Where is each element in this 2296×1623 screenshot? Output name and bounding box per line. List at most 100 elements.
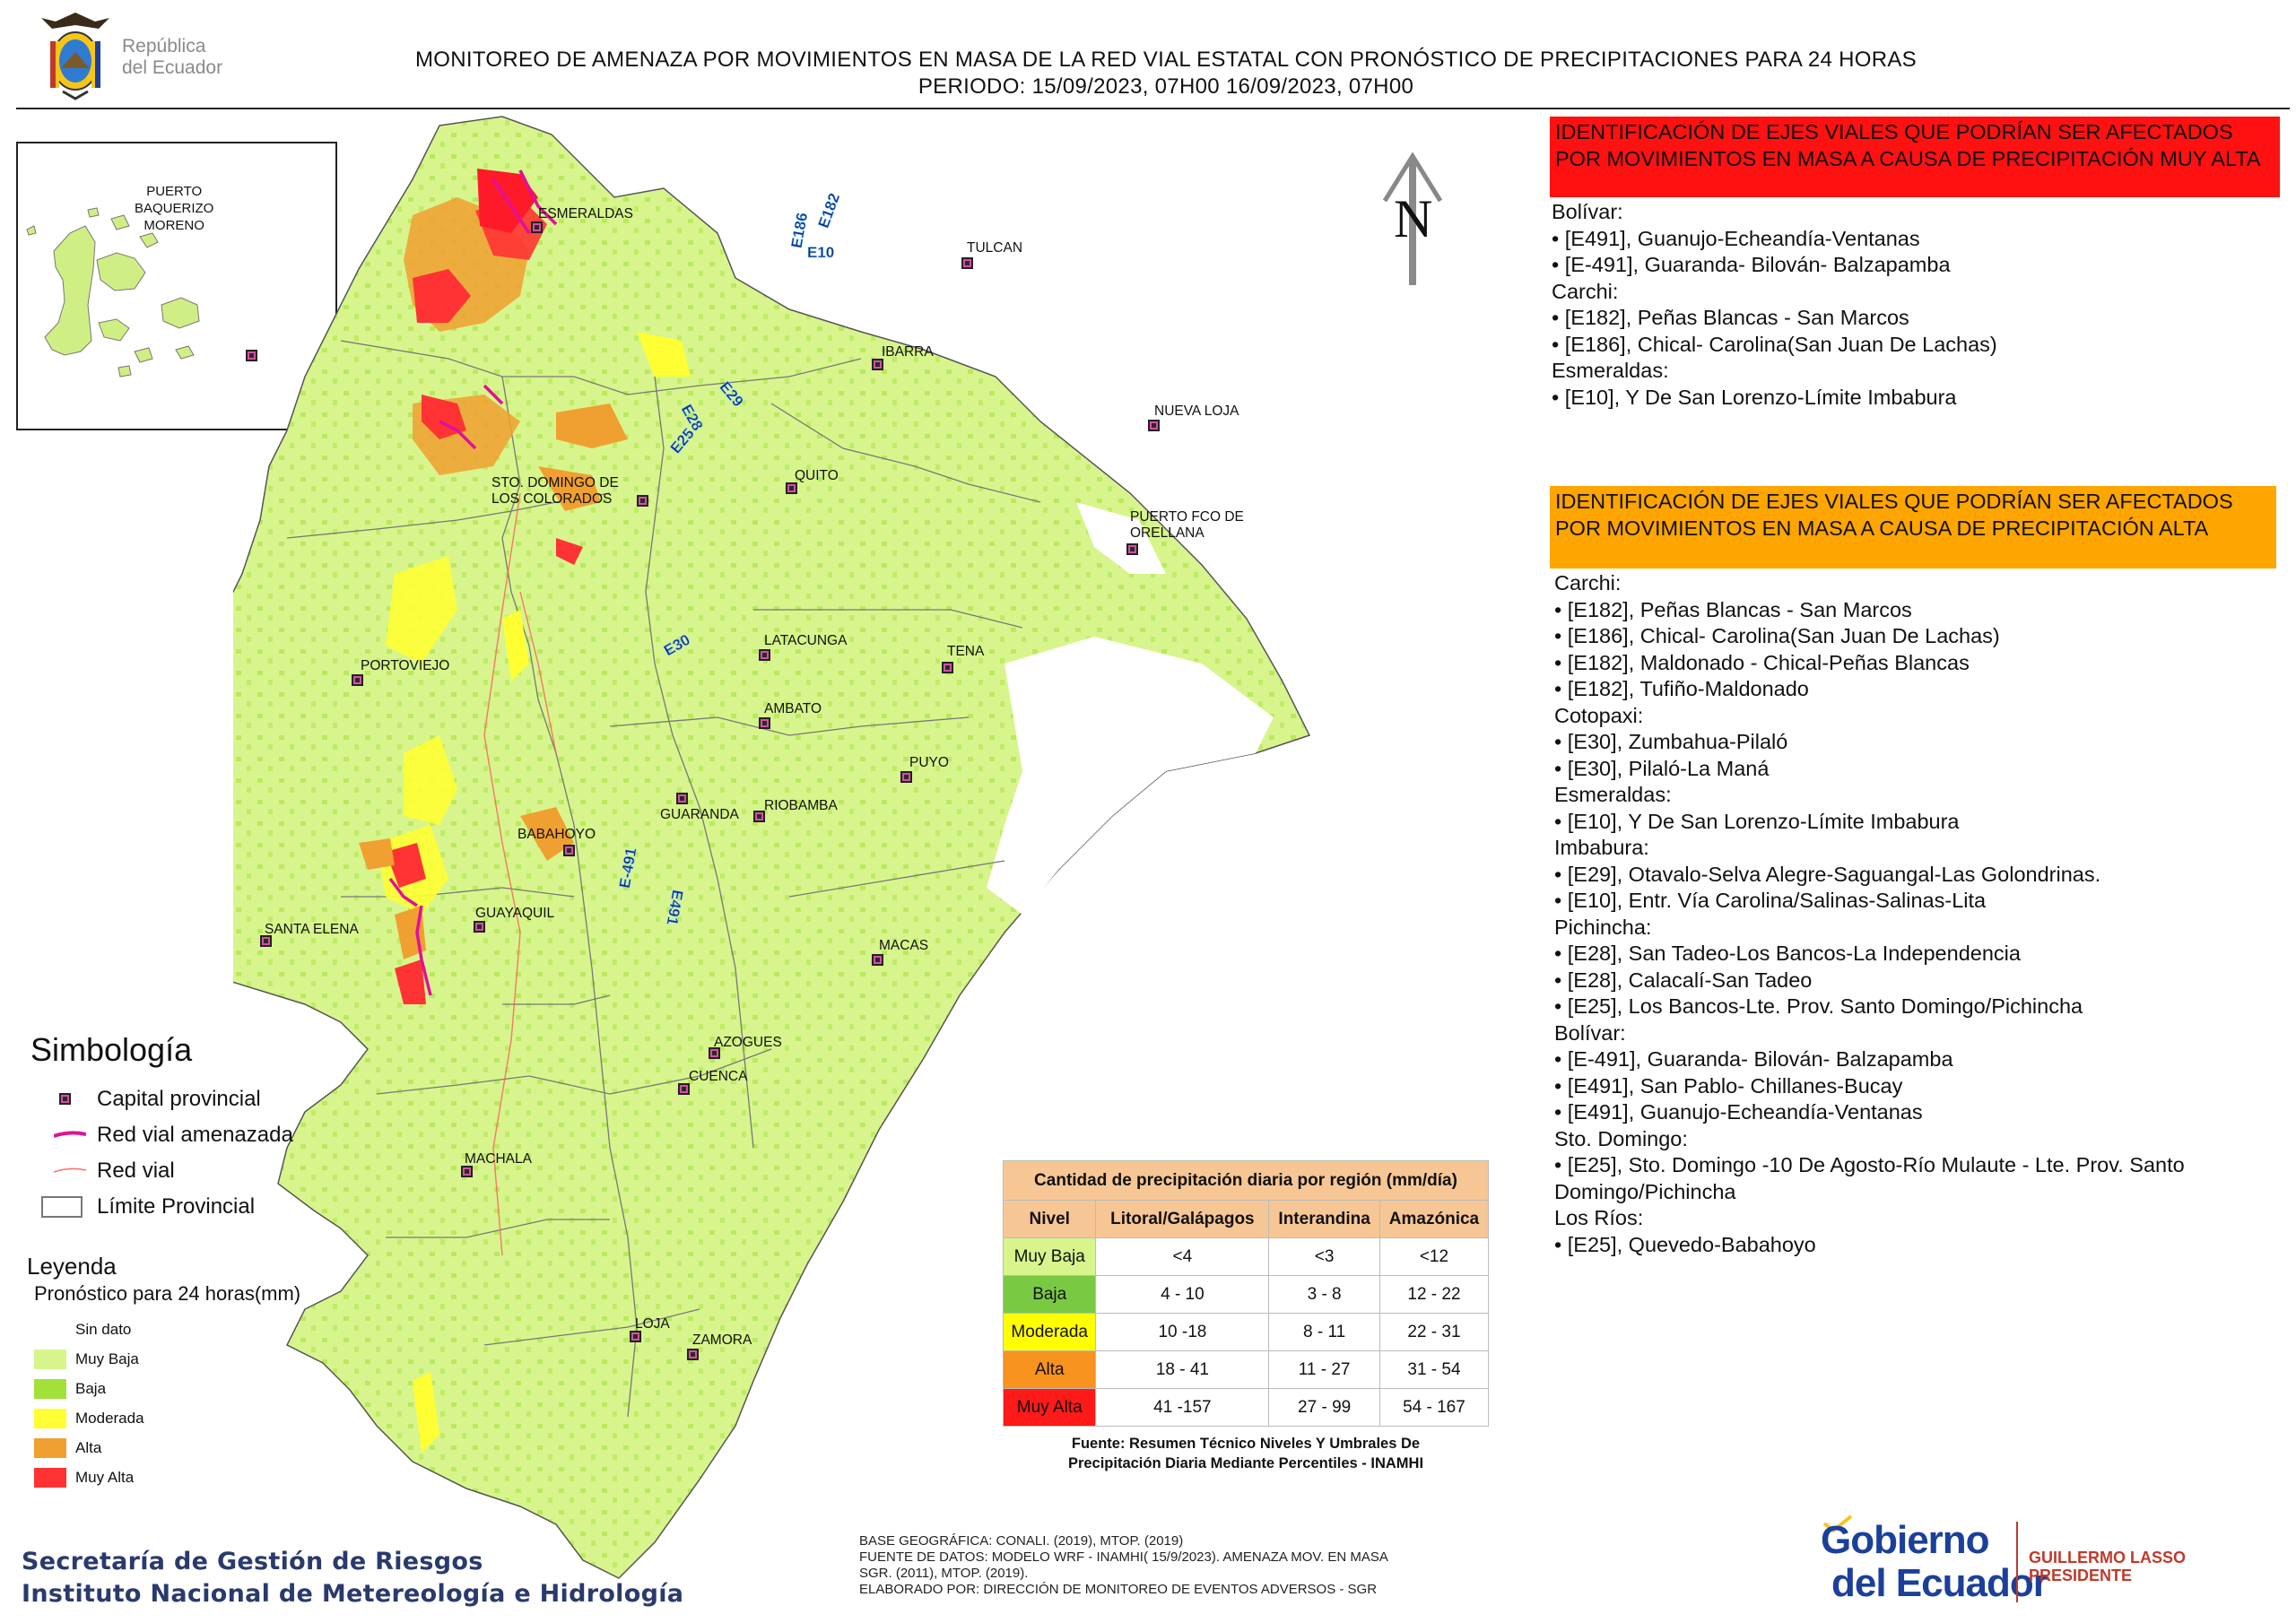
capital-marker-icon: [59, 1093, 71, 1105]
high-risk-heading: IDENTIFICACIÓN DE EJES VIALES QUE PODRÍA…: [1550, 486, 2276, 568]
capital-marker-azogues: [709, 1047, 720, 1059]
table-header: Litoral/Galápagos: [1095, 1200, 1270, 1238]
place-label-babahoyo: BABAHOYO: [517, 827, 596, 842]
capital-marker-portoviejo: [352, 674, 363, 686]
symbology-label: Red vial amenazada: [97, 1123, 293, 1147]
threatened-roads: [388, 169, 558, 996]
ecuador-main-map: E182 E186 E10 E29 E28 E25 E30 E-491 E491: [152, 108, 1525, 1614]
table-cell: 22 - 31: [1378, 1313, 1490, 1351]
table-cell: 31 - 54: [1378, 1350, 1490, 1389]
list-item: • [E491], Guanujo-Echeandía-Ventanas: [1554, 1100, 1923, 1124]
table-cell: <12: [1378, 1237, 1490, 1276]
legend-item: Sin dato: [27, 1315, 368, 1344]
legend-swatch: [34, 1379, 66, 1399]
symbology-title: Simbología: [30, 1031, 193, 1068]
list-item: • [E491], Guanujo-Echeandía-Ventanas: [1552, 226, 1920, 250]
table-header: Amazónica: [1378, 1200, 1490, 1238]
table-cell: 8 - 11: [1268, 1313, 1380, 1351]
symbology-legend: Simbología Capital provincial Red vial a…: [30, 1031, 371, 1225]
symbology-label: Capital provincial: [97, 1087, 261, 1111]
place-label-puerto-baquerizo: PUERTO BAQUERIZO MORENO: [135, 184, 214, 233]
road-icon: [54, 1167, 86, 1173]
legend-label: Sin dato: [75, 1321, 132, 1338]
list-item: • [E29], Otavalo-Selva Alegre-Saguangal-…: [1554, 862, 2101, 886]
place-label-quito: QUITO: [795, 468, 839, 483]
level-cell: Moderada: [1002, 1313, 1097, 1351]
list-item: • [E28], Calacalí-San Tadeo: [1554, 968, 1813, 992]
place-label-tena: TENA: [947, 644, 985, 659]
place-label-azogues: AZOGUES: [714, 1035, 782, 1050]
republica-text: República del Ecuador: [122, 36, 223, 78]
list-item: • [E182], Tufiño-Maldonado: [1554, 677, 1809, 700]
place-label-macas: MACAS: [879, 938, 929, 953]
north-arrow: N: [1381, 152, 1444, 287]
legend-swatch: [34, 1468, 66, 1488]
list-item: • [E25], Sto. Domingo -10 De Agosto-Río …: [1554, 1153, 2185, 1203]
list-item: Esmeraldas:: [1554, 783, 1672, 806]
level-cell: Muy Baja: [1002, 1237, 1097, 1276]
capital-marker-esmeraldas: [531, 221, 543, 233]
table-source: Fuente: Resumen Técnico Niveles Y Umbral…: [1067, 1436, 1424, 1471]
place-label-guayaquil: GUAYAQUIL: [475, 906, 555, 921]
table-cell: 3 - 8: [1268, 1275, 1380, 1314]
capital-marker-tulcan: [961, 257, 973, 269]
threatened-road-icon: [54, 1131, 86, 1138]
agency-names: Secretaría de Gestión de Riesgos Institu…: [22, 1548, 684, 1608]
list-item: • [E30], Zumbahua-Pilaló: [1554, 730, 1788, 753]
capital-marker-nueva-loja: [1148, 420, 1160, 431]
very-high-risk-road-list: Bolívar: • [E491], Guanujo-Echeandía-Ven…: [1552, 199, 2287, 411]
table-cell: 54 - 167: [1378, 1388, 1490, 1427]
capital-marker-cuenca: [678, 1083, 690, 1095]
logo-divider: [2016, 1522, 2018, 1602]
ecuador-risk-map: [152, 116, 1311, 1579]
north-arrow-icon: [1382, 152, 1443, 285]
high-risk-road-list: Carchi: • [E182], Peñas Blancas - San Ma…: [1554, 570, 2272, 1258]
no-data-region-north: [1076, 502, 1166, 574]
list-item: • [E186], Chical- Carolina(San Juan De L…: [1552, 332, 1997, 356]
capital-marker-ambato: [759, 717, 770, 729]
place-label-machala: MACHALA: [465, 1151, 532, 1167]
list-item: • [E10], Y De San Lorenzo-Límite Imbabur…: [1552, 385, 1957, 409]
list-item: • [E182], Maldonado - Chical-Peñas Blanc…: [1554, 650, 1970, 674]
no-data-region: [987, 637, 1274, 915]
legend-item: Baja: [27, 1374, 368, 1403]
table-cell: 18 - 41: [1095, 1350, 1270, 1389]
capital-marker-macas: [872, 954, 883, 966]
list-item: Pichincha:: [1554, 915, 1652, 939]
table-row: Muy Alta 41 -157 27 - 99 54 - 167: [1002, 1388, 1490, 1427]
symbology-label: Límite Provincial: [97, 1194, 256, 1219]
legend-item: Alta: [27, 1433, 368, 1462]
gobierno-ecuador-logo: Gobierno del Ecuador GUILLERMO LASSO PRE…: [1821, 1511, 2287, 1614]
capital-marker-riobamba: [753, 811, 765, 822]
legend-label: Baja: [75, 1380, 107, 1397]
place-label-ambato: AMBATO: [764, 701, 822, 716]
list-item: Carchi:: [1554, 571, 1622, 595]
list-item: Esmeraldas:: [1552, 359, 1669, 382]
capital-marker-sto-domingo: [637, 495, 648, 507]
place-label-orellana: PUERTO FCO DE ORELLANA: [1130, 509, 1244, 541]
table-cell: <4: [1095, 1237, 1270, 1276]
list-item: • [E25], Los Bancos-Lte. Prov. Santo Dom…: [1554, 994, 2083, 1018]
legend-label: Moderada: [75, 1410, 144, 1427]
place-label-sto-domingo: STO. DOMINGO DE LOS COLORADOS: [491, 475, 619, 507]
symbology-item: Red vial: [30, 1153, 371, 1189]
list-item: • [E10], Y De San Lorenzo-Límite Imbabur…: [1554, 809, 1960, 833]
table-row: Alta 18 - 41 11 - 27 31 - 54: [1002, 1350, 1490, 1389]
place-label-portoviejo: PORTOVIEJO: [361, 658, 450, 673]
republica-logo: República del Ecuador: [32, 9, 248, 103]
table-title: Cantidad de precipitación diaria por reg…: [1003, 1160, 1489, 1201]
table-cell: 27 - 99: [1268, 1388, 1380, 1427]
place-label-esmeraldas: ESMERALDAS: [538, 206, 633, 221]
capital-marker-guaranda: [676, 793, 688, 804]
list-item: Bolívar:: [1552, 200, 1623, 223]
very-high-risk-heading: IDENTIFICACIÓN DE EJES VIALES QUE PODRÍA…: [1550, 117, 2280, 197]
place-label-zamora: ZAMORA: [692, 1332, 752, 1348]
list-item: • [E10], Entr. Vía Carolina/Salinas-Sali…: [1554, 889, 1987, 912]
table-cell: 4 - 10: [1095, 1275, 1270, 1314]
place-label-latacunga: LATACUNGA: [764, 633, 848, 648]
symbology-item: Límite Provincial: [30, 1189, 371, 1225]
legend-swatch: [34, 1350, 66, 1369]
table-header: Nivel: [1002, 1200, 1097, 1238]
provincial-boundaries: [286, 340, 1041, 1418]
place-label-santa-elena: SANTA ELENA: [265, 922, 359, 937]
